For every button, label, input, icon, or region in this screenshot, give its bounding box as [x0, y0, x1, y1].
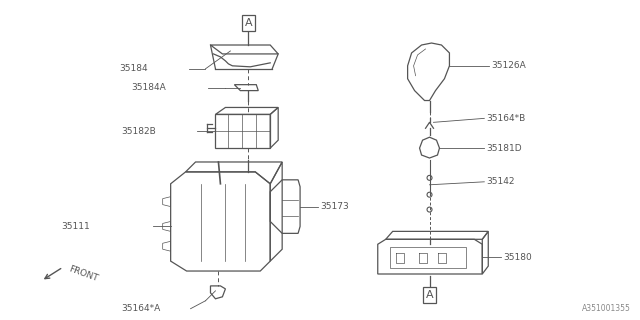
Text: A: A	[426, 290, 433, 300]
Text: 35111: 35111	[61, 222, 90, 231]
Circle shape	[427, 192, 432, 197]
Text: 35142: 35142	[486, 177, 515, 186]
Text: 35184A: 35184A	[131, 83, 166, 92]
Text: 35164*B: 35164*B	[486, 114, 525, 123]
Circle shape	[427, 207, 432, 212]
Text: 35164*A: 35164*A	[121, 304, 160, 313]
Circle shape	[427, 175, 432, 180]
Text: A: A	[244, 18, 252, 28]
Text: 35173: 35173	[320, 202, 349, 211]
Text: FRONT: FRONT	[67, 265, 99, 284]
Text: 35181D: 35181D	[486, 144, 522, 153]
Text: A351001355: A351001355	[582, 304, 630, 313]
Text: 35126A: 35126A	[492, 61, 526, 70]
Text: 35182B: 35182B	[121, 127, 156, 136]
Text: 35180: 35180	[503, 253, 532, 262]
Text: 35184: 35184	[119, 64, 147, 73]
